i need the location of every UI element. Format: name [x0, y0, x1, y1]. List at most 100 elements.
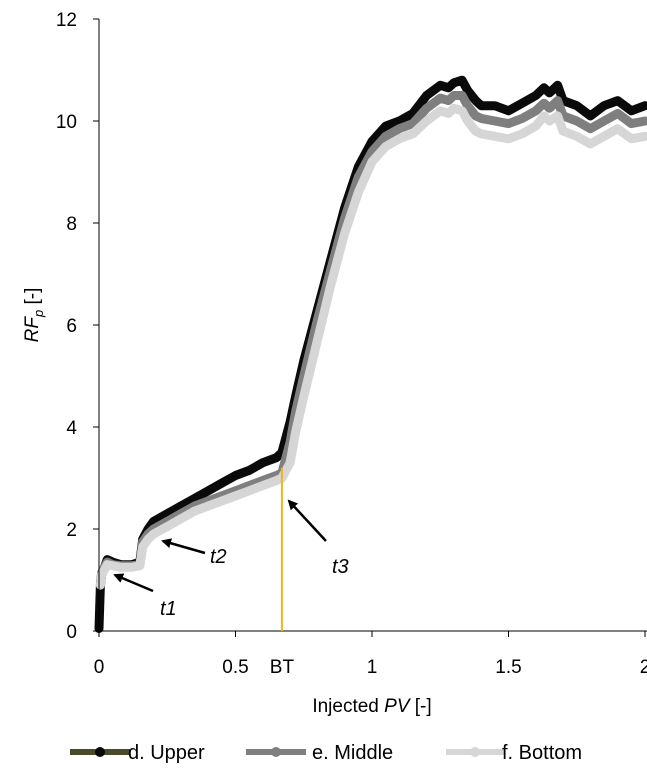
data-point-upper	[573, 102, 581, 110]
data-point-bottom	[341, 229, 349, 237]
x-axis-title: Injected PV [-]	[312, 696, 431, 717]
data-point-upper	[614, 97, 622, 105]
data-point-bottom	[477, 130, 485, 138]
data-point-bottom	[436, 107, 444, 115]
y-tick-label: 8	[66, 214, 77, 235]
data-point-bottom	[458, 107, 466, 115]
data-point-bottom	[313, 336, 321, 344]
y-tick-label: 6	[66, 316, 77, 337]
data-point-upper	[554, 81, 562, 89]
data-point-upper	[191, 494, 199, 502]
data-point-middle	[423, 104, 431, 112]
legend-marker-upper	[95, 747, 105, 757]
series-line-bottom	[95, 103, 647, 590]
legend: d. Upper e. Middle f. Bottom	[70, 742, 582, 764]
data-point-bottom	[540, 112, 548, 120]
legend-label-bottom: f. Bottom	[502, 742, 582, 764]
legend-label-middle: e. Middle	[312, 742, 393, 764]
data-point-upper	[641, 102, 647, 110]
annotation-arrow-t1	[113, 573, 154, 593]
annotation-label-t3: t3	[332, 556, 349, 578]
data-point-bottom	[292, 428, 300, 436]
data-point-bottom	[559, 127, 567, 135]
data-point-bottom	[109, 562, 117, 570]
data-point-bottom	[627, 135, 635, 143]
data-point-bottom	[586, 140, 594, 148]
data-point-upper	[245, 466, 253, 474]
data-point-bottom	[136, 562, 144, 570]
data-point-bottom	[163, 523, 171, 530]
data-point-bottom	[573, 132, 581, 140]
data-point-middle	[532, 107, 540, 115]
data-point-bottom	[139, 543, 147, 551]
data-point-bottom	[273, 477, 280, 484]
data-point-bottom	[286, 459, 294, 467]
data-point-bottom	[117, 563, 125, 571]
data-point-upper	[540, 84, 548, 92]
data-point-middle	[614, 109, 622, 117]
data-point-middle	[409, 120, 417, 128]
x-tick-label: 0	[94, 657, 105, 678]
data-point-upper	[444, 84, 452, 92]
data-point-middle	[586, 125, 594, 133]
data-point-bottom	[472, 127, 480, 135]
x-tick-label: 0.5	[222, 657, 248, 678]
data-point-upper	[477, 102, 485, 110]
y-tick-label: 4	[66, 418, 77, 439]
x-tick-label: 2	[640, 657, 647, 678]
data-point-bottom	[464, 117, 472, 125]
data-point-upper	[546, 89, 553, 97]
data-point-bottom	[354, 188, 362, 196]
data-point-middle	[450, 92, 458, 99]
data-point-bottom	[382, 143, 390, 150]
breakthrough-label: BT	[270, 657, 295, 678]
data-point-middle	[444, 97, 452, 105]
data-point-bottom	[96, 581, 104, 589]
y-tick-label: 12	[56, 10, 77, 31]
data-point-bottom	[177, 515, 185, 523]
data-point-upper	[436, 81, 444, 89]
data-point-middle	[491, 117, 499, 125]
x-tick-label: 1	[367, 657, 378, 678]
y-tick-label: 10	[56, 112, 77, 133]
data-point-upper	[273, 454, 280, 462]
data-point-upper	[600, 102, 608, 110]
data-point-bottom	[423, 117, 431, 125]
data-point-upper	[627, 107, 635, 115]
data-point-bottom	[600, 132, 608, 140]
data-point-upper	[259, 459, 267, 467]
y-tick-label: 0	[66, 622, 77, 643]
data-point-middle	[436, 94, 444, 102]
data-point-middle	[554, 97, 562, 105]
data-point-upper	[491, 102, 499, 110]
data-point-middle	[395, 125, 403, 133]
data-point-bottom	[327, 280, 335, 288]
data-point-middle	[458, 92, 466, 99]
data-point-bottom	[450, 104, 458, 112]
data-point-bottom	[614, 125, 622, 133]
annotation-layer: BT t1 t2 t3	[113, 467, 349, 678]
data-point-bottom	[505, 135, 512, 143]
data-point-upper	[423, 92, 431, 99]
data-point-bottom	[259, 482, 267, 490]
data-point-middle	[464, 102, 472, 110]
legend-marker-middle	[271, 747, 281, 757]
data-point-bottom	[204, 502, 212, 510]
axes-layer: 0 2 4 6 8 10 12 0 0.5 1 1.5 2	[56, 10, 647, 678]
annotation-arrow-t3	[287, 499, 327, 542]
data-point-bottom	[532, 122, 540, 130]
data-point-middle	[518, 114, 526, 122]
data-point-upper	[382, 122, 390, 130]
data-point-middle	[540, 99, 548, 107]
data-point-bottom	[218, 497, 226, 505]
data-point-upper	[518, 99, 526, 107]
data-point-bottom	[395, 135, 403, 143]
data-point-bottom	[144, 535, 152, 543]
data-point-upper	[505, 107, 512, 115]
data-point-upper	[586, 112, 594, 120]
data-point-bottom	[245, 487, 253, 495]
annotation-label-t2: t2	[210, 546, 227, 568]
data-point-bottom	[409, 130, 417, 138]
data-point-bottom	[641, 132, 647, 140]
